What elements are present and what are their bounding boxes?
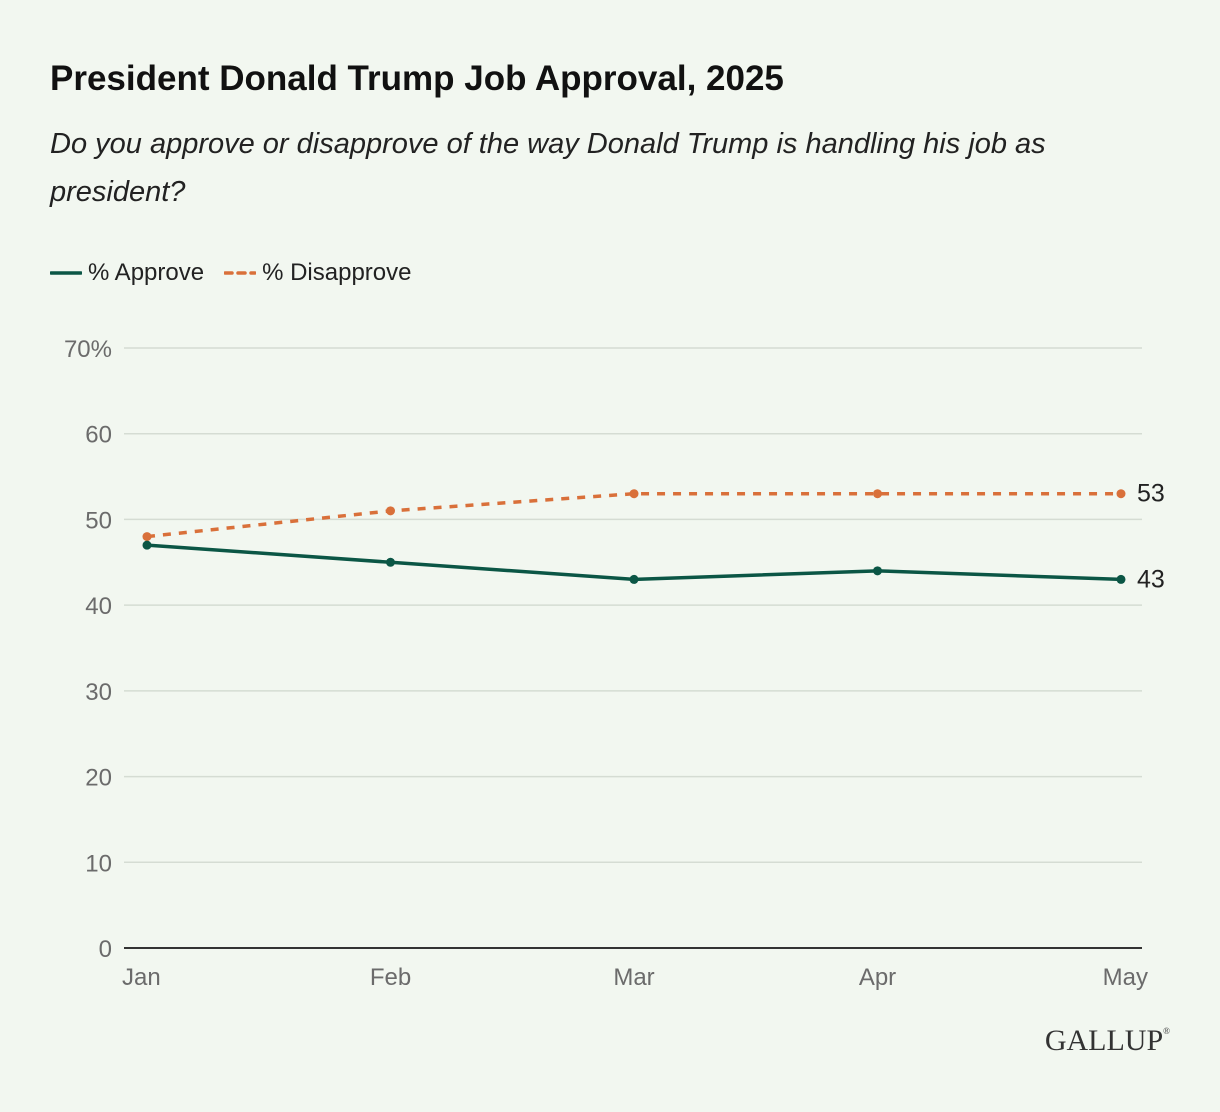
legend-item-disapprove: % Disapprove	[224, 259, 411, 287]
y-tick-label: 40	[85, 593, 112, 620]
y-tick-label: 0	[99, 936, 112, 963]
end-label-disapprove: 53	[1137, 480, 1165, 508]
legend-label-disapprove: % Disapprove	[262, 259, 412, 286]
legend-swatch-disapprove	[224, 271, 257, 275]
gallup-logo: GALLUP®	[1045, 1024, 1170, 1058]
x-tick-label: May	[1103, 964, 1148, 991]
chart-title: President Donald Trump Job Approval, 202…	[50, 59, 784, 98]
data-point-approve	[386, 557, 395, 567]
y-tick-label: 50	[85, 507, 112, 534]
data-point-approve	[1116, 574, 1126, 584]
legend-swatch-approve	[50, 271, 82, 275]
data-point-disapprove	[142, 532, 152, 542]
data-point-approve	[142, 540, 152, 550]
legend-label-approve: % Approve	[88, 259, 205, 286]
y-tick-label: 20	[85, 765, 112, 792]
data-point-disapprove	[629, 489, 639, 499]
y-tick-label: 60	[85, 422, 112, 449]
x-tick-label: Apr	[859, 964, 896, 991]
data-point-disapprove	[873, 489, 882, 499]
series-line-disapprove	[146, 491, 1121, 539]
data-point-disapprove	[1116, 489, 1126, 499]
series-line-approve	[145, 543, 1123, 582]
data-point-disapprove	[386, 506, 395, 516]
y-axis-ticks: 0 10 20 30 40 50 60 70%	[64, 336, 112, 963]
x-tick-label: Mar	[613, 964, 654, 991]
series-group	[142, 489, 1126, 584]
logo-text: GALLUP	[1044, 1024, 1164, 1057]
y-tick-label: 10	[85, 850, 112, 877]
data-labels: 53 43	[1137, 480, 1165, 594]
x-axis-ticks: Jan Feb Mar Apr May	[122, 964, 1148, 991]
legend-item-approve: % Approve	[50, 259, 204, 287]
gridlines	[124, 347, 1142, 949]
x-tick-label: Jan	[122, 964, 161, 991]
chart-legend: % Approve % Disapprove	[50, 256, 431, 290]
x-tick-label: Feb	[370, 964, 411, 991]
y-tick-label: 30	[85, 679, 112, 706]
y-tick-label: 70%	[64, 336, 112, 363]
end-label-approve: 43	[1137, 565, 1165, 593]
data-point-approve	[629, 574, 639, 584]
data-point-approve	[873, 566, 882, 576]
chart-subtitle: Do you approve or disapprove of the way …	[50, 128, 1046, 208]
logo-trademark: ®	[1163, 1026, 1170, 1036]
